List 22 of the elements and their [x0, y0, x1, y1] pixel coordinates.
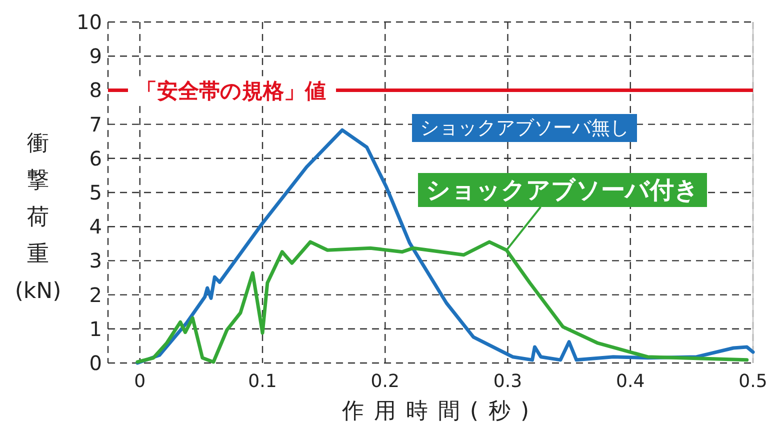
- y-tick-label: 2: [89, 282, 102, 307]
- x-tick-label: 0.4: [616, 371, 645, 392]
- y-tick-label: 7: [89, 112, 102, 136]
- x-axis-title: 作用時間(秒): [340, 399, 540, 424]
- text: ショックアブソーバ無し: [420, 117, 629, 139]
- x-tick-label: 0.3: [493, 371, 522, 392]
- ref-line-label: 「安全帯の規格」値: [136, 79, 326, 104]
- y-tick-label: 0: [89, 351, 102, 375]
- y-tick-label: 10: [76, 10, 102, 34]
- y-tick-label: 5: [89, 180, 102, 204]
- x-tick-label: 0.1: [248, 371, 277, 392]
- x-tick-label: 0: [134, 371, 146, 392]
- y-tick-label: 1: [89, 316, 102, 341]
- x-tick-label: 0.2: [370, 371, 400, 392]
- y-tick-label: 8: [89, 78, 102, 102]
- y-tick-label: 9: [89, 44, 102, 68]
- y-tick-label: 6: [89, 146, 102, 170]
- y-axis-title: 衝撃荷重(kN): [14, 131, 62, 304]
- series-label: ショックアブソーバ付き: [426, 176, 699, 204]
- y-tick-label: 3: [89, 248, 102, 273]
- y-tick-label: 4: [89, 214, 102, 239]
- x-tick-label: 0.5: [738, 371, 768, 392]
